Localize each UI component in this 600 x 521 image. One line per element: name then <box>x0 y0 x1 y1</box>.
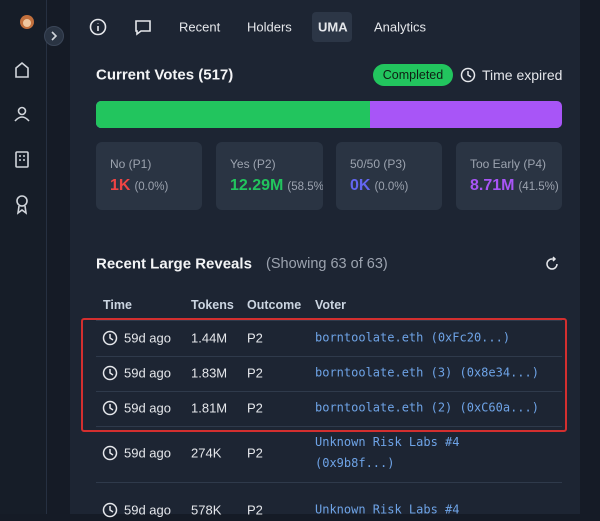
tokens: 1.44M <box>191 330 228 346</box>
clock-icon <box>102 445 118 461</box>
voter-link[interactable]: borntoolate.eth (3) (0x8e34...) <box>315 365 539 380</box>
time: 59d ago <box>124 445 171 461</box>
outcome: P2 <box>247 365 263 381</box>
card-label: Too Early (P4) <box>470 157 547 171</box>
refresh-icon[interactable] <box>544 256 560 272</box>
card-value: 12.29M(58.5%) <box>230 177 323 195</box>
status-badge: Completed <box>373 64 453 86</box>
tokens: 1.83M <box>191 365 228 381</box>
amount: 0K <box>350 177 371 194</box>
main-panel <box>70 0 580 514</box>
vote-card: Yes (P2) 12.29M(58.5%) <box>216 142 323 210</box>
time: 59d ago <box>124 330 171 346</box>
sidebar-icons <box>14 15 34 215</box>
tab-active[interactable]: UMA <box>318 19 348 35</box>
row-separator <box>96 320 562 321</box>
row-separator <box>96 426 562 427</box>
votes-title: Current Votes (517) <box>96 66 234 84</box>
share: (58.5%) <box>287 181 323 193</box>
voter-link[interactable]: borntoolate.eth (0xFc20...) <box>315 330 511 345</box>
tokens: 274K <box>191 445 222 461</box>
share: (0.0%) <box>374 181 409 193</box>
voter-link[interactable]: Unknown Risk Labs #4 <box>315 502 460 517</box>
time: 59d ago <box>124 502 171 518</box>
card-label: No (P1) <box>110 157 152 171</box>
card-label: 50/50 (P3) <box>350 157 407 171</box>
row-separator <box>96 356 562 357</box>
column-header: Time <box>103 298 132 312</box>
sidebar <box>0 0 47 514</box>
clock-icon <box>102 365 118 381</box>
highlight-box <box>81 318 567 432</box>
vote-card: Too Early (P4) 8.71M (41.5%) <box>456 142 562 210</box>
tab[interactable]: Recent <box>179 19 221 35</box>
time-note: Time expired <box>482 67 563 83</box>
expand-button[interactable] <box>44 26 64 46</box>
tab[interactable]: Holders <box>247 19 292 35</box>
card-value: 1K (0.0%) <box>110 177 168 195</box>
column-header: Tokens <box>191 298 234 312</box>
row-separator <box>96 391 562 392</box>
clock-icon <box>102 330 118 346</box>
tab[interactable]: Analytics <box>374 19 427 35</box>
amount: 8.71M <box>470 177 515 194</box>
column-header: Voter <box>315 298 347 312</box>
vote-card: 50/50 (P3) 0K (0.0%) <box>336 142 442 210</box>
clock-icon <box>102 502 118 518</box>
card-value: 0K (0.0%) <box>350 177 408 195</box>
card-value: 8.71M (41.5%) <box>470 177 559 195</box>
outcome: P2 <box>247 400 263 416</box>
tokens: 578K <box>191 502 222 518</box>
reveals-subtitle: (Showing 63 of 63) <box>266 256 388 272</box>
share: (41.5%) <box>518 181 559 193</box>
tokens: 1.81M <box>191 400 228 416</box>
amount: 1K <box>110 177 131 194</box>
clock-icon <box>460 67 476 83</box>
reveals-title: Recent Large Reveals <box>96 255 252 273</box>
active-tab-bg <box>312 12 352 42</box>
outcome: P2 <box>247 330 263 346</box>
vote-bar-yes <box>96 101 370 128</box>
voter-link[interactable]: Unknown Risk Labs #4 (0x9b8f...) <box>315 435 460 470</box>
card-label: Yes (P2) <box>230 157 276 171</box>
row-separator <box>96 482 562 483</box>
vote-bar <box>96 101 562 128</box>
clock-icon <box>102 400 118 416</box>
time: 59d ago <box>124 365 171 381</box>
column-header: Outcome <box>247 298 302 312</box>
vote-card: No (P1) 1K (0.0%) <box>96 142 202 210</box>
share: (0.0%) <box>134 181 169 193</box>
outcome: P2 <box>247 502 263 518</box>
time: 59d ago <box>124 400 171 416</box>
voter-link[interactable]: borntoolate.eth (2) (0xC60a...) <box>315 400 539 415</box>
amount: 12.29M <box>230 177 284 194</box>
outcome: P2 <box>247 445 263 461</box>
tab-icons <box>89 18 151 36</box>
